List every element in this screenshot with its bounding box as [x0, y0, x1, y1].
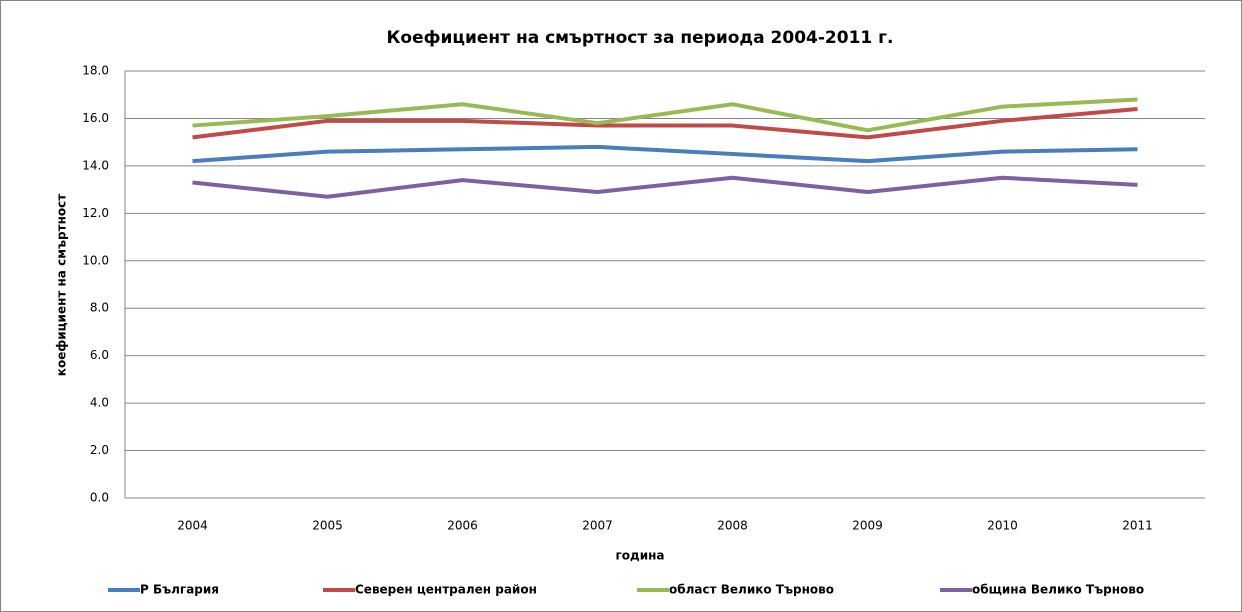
series-line [192, 97, 1138, 133]
y-tick-label: 14.0 [82, 158, 109, 172]
legend-label: област Велико Търново [669, 583, 834, 597]
series-line [192, 106, 1138, 140]
x-tick-label: 2009 [852, 519, 883, 533]
legend-label: Северен централен район [355, 583, 537, 597]
y-tick-label: 4.0 [90, 396, 109, 410]
y-tick-label: 0.0 [90, 491, 109, 505]
y-tick-label: 18.0 [82, 64, 109, 78]
y-axis-label: коефициент на смъртност [55, 194, 69, 376]
x-tick-label: 2007 [582, 519, 613, 533]
x-tick-label: 2005 [312, 519, 343, 533]
legend-label: община Велико Търново [972, 583, 1144, 597]
chart-title: Коефициент на смъртност за периода 2004-… [387, 28, 894, 48]
x-axis-label: година [615, 549, 664, 563]
y-tick-label: 12.0 [82, 206, 109, 220]
y-tick-label: 8.0 [90, 301, 109, 315]
y-tick-label: 6.0 [90, 348, 109, 362]
legend-label: Р България [140, 583, 219, 597]
x-tick-label: 2011 [1122, 519, 1153, 533]
x-tick-label: 2006 [447, 519, 478, 533]
x-tick-label: 2010 [987, 519, 1018, 533]
series-line [192, 144, 1138, 164]
y-tick-label: 16.0 [82, 111, 109, 125]
y-tick-label: 2.0 [90, 443, 109, 457]
x-tick-label: 2004 [177, 519, 208, 533]
y-tick-label: 10.0 [82, 253, 109, 267]
series-line [192, 175, 1138, 199]
x-tick-label: 2008 [717, 519, 748, 533]
